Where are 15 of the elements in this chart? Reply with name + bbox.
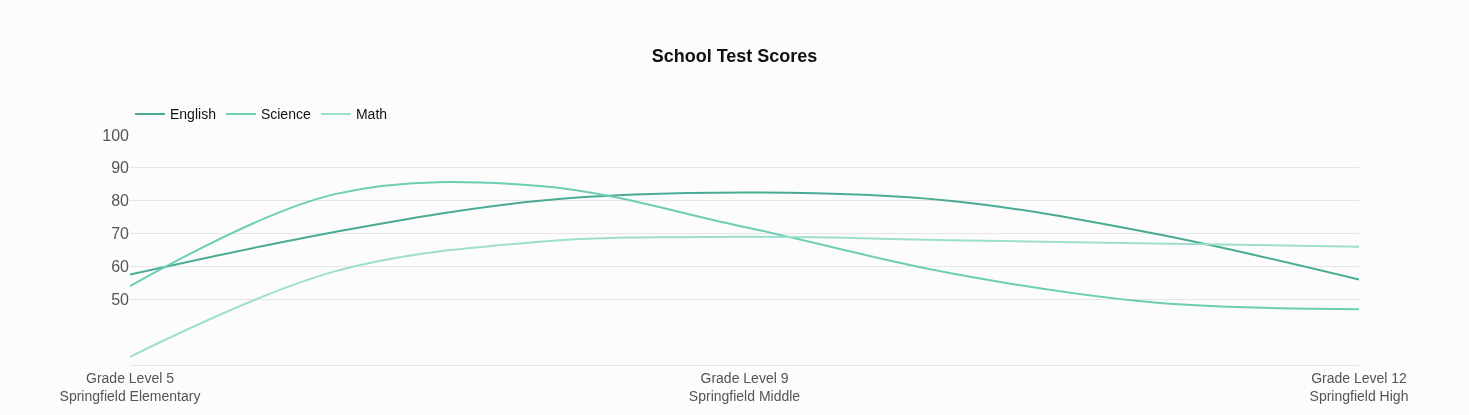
x-tick-label: Grade Level 5 Springfield Elementary	[59, 369, 201, 404]
chart-title: School Test Scores	[651, 46, 818, 67]
line-series	[130, 235, 1359, 358]
y-tick-label: 100	[102, 126, 130, 144]
legend-label: Science	[260, 106, 311, 123]
y-tick-label: 80	[111, 192, 130, 210]
legend-label: Math	[355, 106, 388, 123]
y-tick-label: 90	[111, 159, 130, 177]
y-tick-label: 50	[111, 290, 130, 308]
legend-label: English	[170, 106, 216, 123]
line-series	[130, 191, 1359, 281]
x-tick-label: Grade Level 12 Springfield High	[1309, 369, 1409, 404]
x-tick-label: Grade Level 9 Springfield Middle	[688, 369, 801, 404]
y-tick-label: 60	[111, 258, 130, 276]
y-tick-label: 70	[111, 225, 130, 243]
